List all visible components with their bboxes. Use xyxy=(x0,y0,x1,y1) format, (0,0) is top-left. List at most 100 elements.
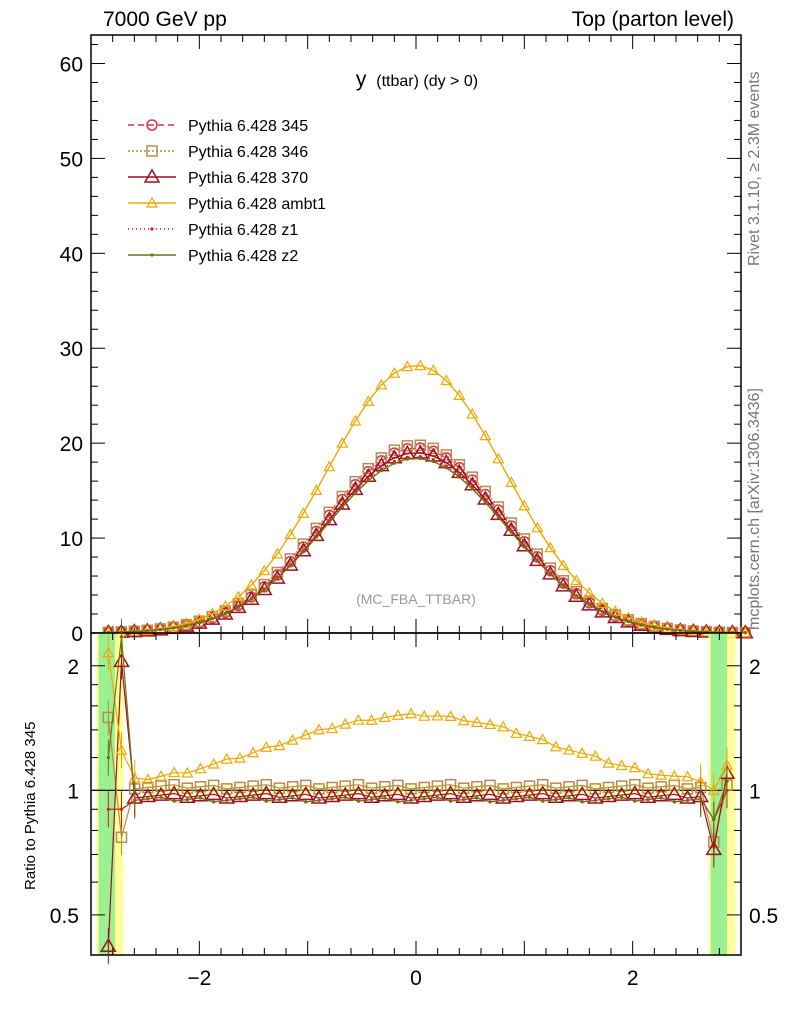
ratio-point xyxy=(510,727,523,738)
watermark: (MC_FBA_TTBAR) xyxy=(356,591,476,607)
ratio-point xyxy=(444,710,457,721)
ratio-point xyxy=(264,799,268,803)
ratio-point xyxy=(194,781,207,793)
data-point xyxy=(661,621,674,633)
ratio-point xyxy=(613,786,630,801)
data-point xyxy=(431,459,435,464)
data-point xyxy=(282,556,299,571)
ratio-point xyxy=(330,797,334,801)
ratio-point xyxy=(119,635,124,639)
ratio-point xyxy=(312,723,325,735)
series-z1 xyxy=(106,455,747,635)
data-point xyxy=(401,360,414,372)
data-point xyxy=(587,602,591,607)
data-point xyxy=(388,444,401,456)
ratio-point xyxy=(567,796,571,800)
ratio-point xyxy=(549,740,562,752)
ratio-point xyxy=(277,797,282,802)
ratio-point xyxy=(336,786,354,801)
ratio-point xyxy=(494,789,512,804)
ratio-point xyxy=(606,797,611,801)
ratio-point xyxy=(457,782,470,794)
legend-marker-z2 xyxy=(150,253,154,257)
data-point xyxy=(230,598,247,614)
ratio-y-tick-label: 1 xyxy=(67,780,79,803)
ratio-y-label: Ratio to Pythia 6.428 345 xyxy=(22,722,39,890)
ratio-point xyxy=(152,786,170,801)
ratio-point xyxy=(244,786,262,801)
data-point xyxy=(269,569,286,584)
ratio-point xyxy=(115,743,128,755)
data-point xyxy=(171,626,175,630)
ratio-point xyxy=(273,782,286,794)
ratio-point xyxy=(707,784,720,795)
ratio-point xyxy=(376,787,394,802)
data-point xyxy=(249,597,253,601)
ratio-point xyxy=(389,785,407,801)
main-y-ticks: 0 10 20 30 40 50 60 xyxy=(60,35,741,646)
ratio-series-p370 xyxy=(100,643,736,965)
data-point xyxy=(362,394,375,406)
data-point xyxy=(336,490,349,503)
ratio-point xyxy=(668,769,681,781)
ratio-point xyxy=(181,766,194,778)
ratio-point xyxy=(554,797,558,802)
y-tick-label: 30 xyxy=(60,338,83,361)
ratio-point xyxy=(396,800,400,804)
ratio-point xyxy=(113,652,130,668)
ratio-point xyxy=(310,789,328,804)
x-tick-label: 0 xyxy=(410,967,422,990)
ratio-point xyxy=(418,709,431,721)
ratio-point xyxy=(633,799,637,803)
ratio-point xyxy=(652,787,670,802)
data-point xyxy=(555,577,572,592)
data-point xyxy=(479,485,492,498)
ratio-point xyxy=(106,755,110,760)
ratio-point xyxy=(521,786,538,801)
data-point xyxy=(652,625,656,629)
data-point xyxy=(607,609,624,624)
ratio-point xyxy=(422,797,426,801)
data-point xyxy=(180,617,193,629)
data-point xyxy=(561,584,565,588)
data-point xyxy=(366,479,370,483)
data-point xyxy=(665,627,669,631)
ratio-point xyxy=(620,795,624,799)
data-point xyxy=(522,545,526,549)
legend-label-p345: Pythia 6.428 345 xyxy=(188,118,308,135)
ratio-point xyxy=(641,767,655,779)
data-point xyxy=(557,559,570,570)
y-tick-label: 20 xyxy=(60,433,83,456)
ratio-point xyxy=(284,787,301,802)
data-point xyxy=(245,578,258,590)
ratio-point xyxy=(573,785,591,801)
legend-marker-p370 xyxy=(143,168,161,183)
data-point xyxy=(691,629,695,633)
data-point xyxy=(288,564,292,568)
ratio-point xyxy=(615,759,628,771)
ratio-point xyxy=(365,713,378,725)
ratio-point xyxy=(207,757,220,769)
ratio-point xyxy=(681,770,694,782)
data-point xyxy=(405,457,409,461)
ratio-point xyxy=(198,796,203,800)
legend: Pythia 6.428 345 Pythia 6.428 346 Pythia 6… xyxy=(128,118,326,265)
ratio-point xyxy=(536,778,549,791)
legend-label-p370: Pythia 6.428 370 xyxy=(188,170,308,187)
ratio-series-z2 xyxy=(106,618,729,838)
ratio-point xyxy=(576,779,588,792)
ratio-point xyxy=(128,771,141,783)
data-point xyxy=(581,596,598,611)
ratio-point xyxy=(563,781,575,793)
ratio-point xyxy=(115,831,128,844)
ratio-point xyxy=(457,714,470,726)
ratio-point xyxy=(615,780,628,792)
energy-label: 7000 GeV pp xyxy=(103,8,227,31)
ratio-point xyxy=(383,796,387,800)
data-point xyxy=(594,603,611,618)
ratio-point xyxy=(339,780,352,792)
ratio-point xyxy=(273,739,286,751)
ratio-point xyxy=(402,789,420,804)
legend-label-p346: Pythia 6.428 346 xyxy=(188,144,308,161)
data-point xyxy=(256,581,273,596)
